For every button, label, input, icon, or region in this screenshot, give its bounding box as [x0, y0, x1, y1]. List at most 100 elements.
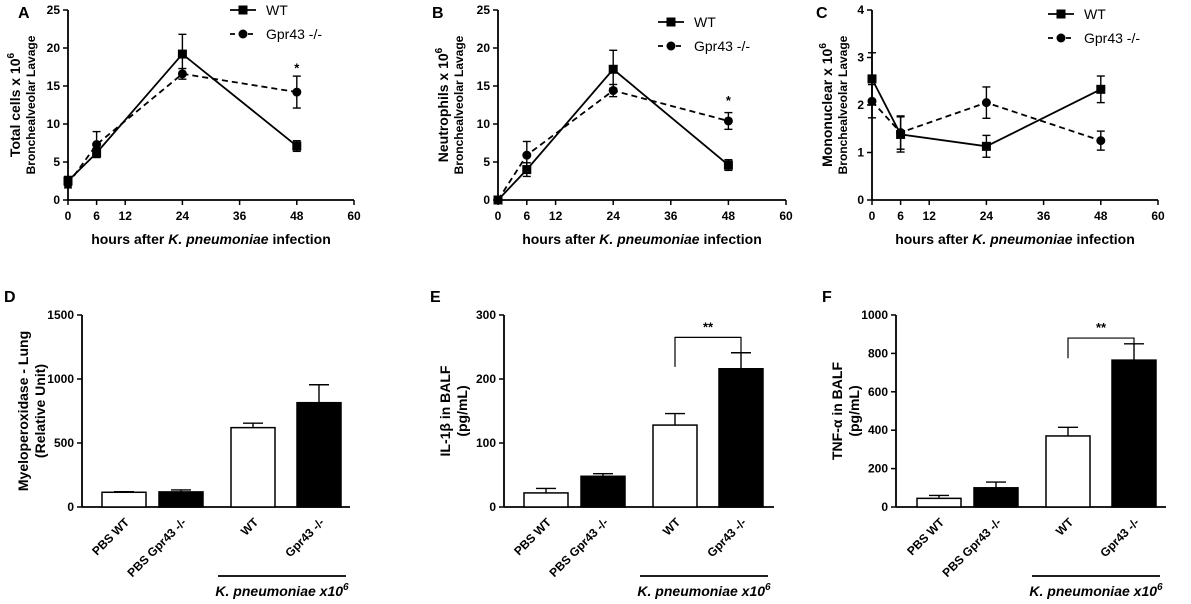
x-category-label: PBS Gpr43 -/- [940, 515, 1005, 580]
y-axis-sublabel: Bronchealveolar Lavage [452, 35, 466, 174]
y-tick-label: 2 [857, 98, 864, 112]
y-axis-label: IL-1β in BALF [437, 365, 453, 456]
y-axis-label: Total cells x 106 [6, 52, 23, 157]
legend-marker [1056, 33, 1066, 43]
x-tick-label: 36 [233, 209, 247, 223]
legend-marker [666, 17, 676, 27]
y-tick-label: 25 [47, 3, 61, 17]
y-tick-label: 0 [67, 500, 74, 514]
y-tick-label: 15 [47, 79, 61, 93]
y-tick-label: 600 [868, 385, 888, 399]
y-tick-label: 25 [477, 3, 491, 17]
panel-label: F [822, 289, 832, 306]
series-line-gpr43 [871, 100, 1102, 142]
y-tick-label: 4 [857, 3, 864, 17]
legend-marker [1056, 9, 1066, 19]
y-axis-label: TNF-α in BALF [829, 362, 845, 460]
x-tick-label: 24 [980, 209, 994, 223]
bar [1111, 359, 1157, 508]
y-tick-label: 5 [483, 155, 490, 169]
data-point [896, 128, 906, 138]
x-category-label: Gpr43 -/- [704, 515, 749, 560]
y-tick-label: 5 [53, 155, 60, 169]
legend-marker [238, 5, 248, 15]
bar [523, 492, 569, 508]
legend-label: Gpr43 -/- [266, 26, 322, 42]
legend: WT Gpr43 -/- [658, 14, 750, 54]
x-tick-label: 6 [93, 209, 100, 223]
x-tick-label: 0 [65, 209, 72, 223]
series-line-gpr43 [497, 89, 729, 201]
bar [652, 424, 698, 508]
group-label-superscript: 6 [765, 582, 771, 593]
x-tick-label: 36 [664, 209, 678, 223]
y-tick-label: 3 [857, 51, 864, 65]
bar [101, 491, 147, 508]
bar [580, 475, 626, 508]
group-label-superscript: 6 [1157, 582, 1163, 593]
data-point [723, 116, 733, 126]
significance-marker: ** [703, 319, 714, 334]
significance-bracket [674, 336, 742, 367]
x-tick-label: 0 [869, 209, 876, 223]
y-tick-label: 20 [47, 41, 61, 55]
x-category-label: PBS Gpr43 -/- [125, 515, 190, 580]
group-label-superscript: 6 [343, 582, 349, 593]
y-axis-sublabel: (pg/mL) [454, 385, 470, 436]
legend-label: Gpr43 -/- [1084, 30, 1140, 46]
x-category-label: PBS Gpr43 -/- [547, 515, 612, 580]
x-label-part: infection [700, 231, 762, 247]
x-category-label: Gpr43 -/- [1097, 515, 1142, 560]
significance-marker: ** [1096, 320, 1107, 335]
y-axis-sublabel: Bronchealveolar Lavage [24, 35, 38, 174]
x-tick-label: 24 [607, 209, 621, 223]
x-tick-label: 12 [549, 209, 563, 223]
y-tick-label: 15 [477, 79, 491, 93]
x-category-label: WT [660, 515, 684, 539]
data-point [723, 160, 733, 170]
x-tick-label: 60 [1151, 209, 1165, 223]
series-line-wt [497, 68, 729, 201]
x-tick-label: 12 [923, 209, 937, 223]
data-point [1096, 84, 1106, 94]
group-label: K. pneumoniae x106 [1029, 582, 1163, 599]
bar [230, 426, 276, 508]
x-tick-label: 48 [1094, 209, 1108, 223]
data-point [981, 98, 991, 108]
bar [916, 497, 962, 508]
y-label-superscript: 6 [434, 47, 445, 53]
x-axis-label: hours after K. pneumoniae infection [895, 231, 1135, 247]
x-category-label: PBS WT [904, 515, 947, 558]
bar [296, 401, 342, 508]
data-point [981, 141, 991, 151]
y-tick-label: 1000 [861, 308, 888, 322]
panel-label: D [4, 289, 16, 306]
panel-label: E [430, 289, 441, 306]
y-tick-label: 1000 [47, 372, 74, 386]
data-point [867, 74, 877, 84]
y-tick-label: 20 [477, 41, 491, 55]
y-label-main: Total cells x 10 [7, 58, 23, 157]
data-point [1096, 136, 1106, 146]
data-point [292, 141, 302, 151]
y-label-main: Mononuclear x 10 [819, 48, 835, 166]
y-axis-label: Neutrophils x 106 [434, 47, 451, 162]
bar [158, 491, 204, 508]
series-line-wt [871, 78, 1102, 148]
data-point [867, 96, 877, 106]
y-axis-sublabel: Bronchealveolar Lavage [836, 35, 850, 174]
series-line-gpr43 [67, 72, 297, 185]
data-point [522, 150, 532, 160]
x-tick-label: 48 [290, 209, 304, 223]
y-label-superscript: 6 [6, 52, 17, 58]
x-tick-label: 12 [119, 209, 133, 223]
panel-label: A [18, 5, 30, 22]
y-tick-label: 800 [868, 346, 888, 360]
x-category-label: WT [238, 515, 262, 539]
legend-marker [238, 29, 248, 39]
legend-label: WT [694, 14, 716, 30]
data-point [522, 165, 532, 175]
